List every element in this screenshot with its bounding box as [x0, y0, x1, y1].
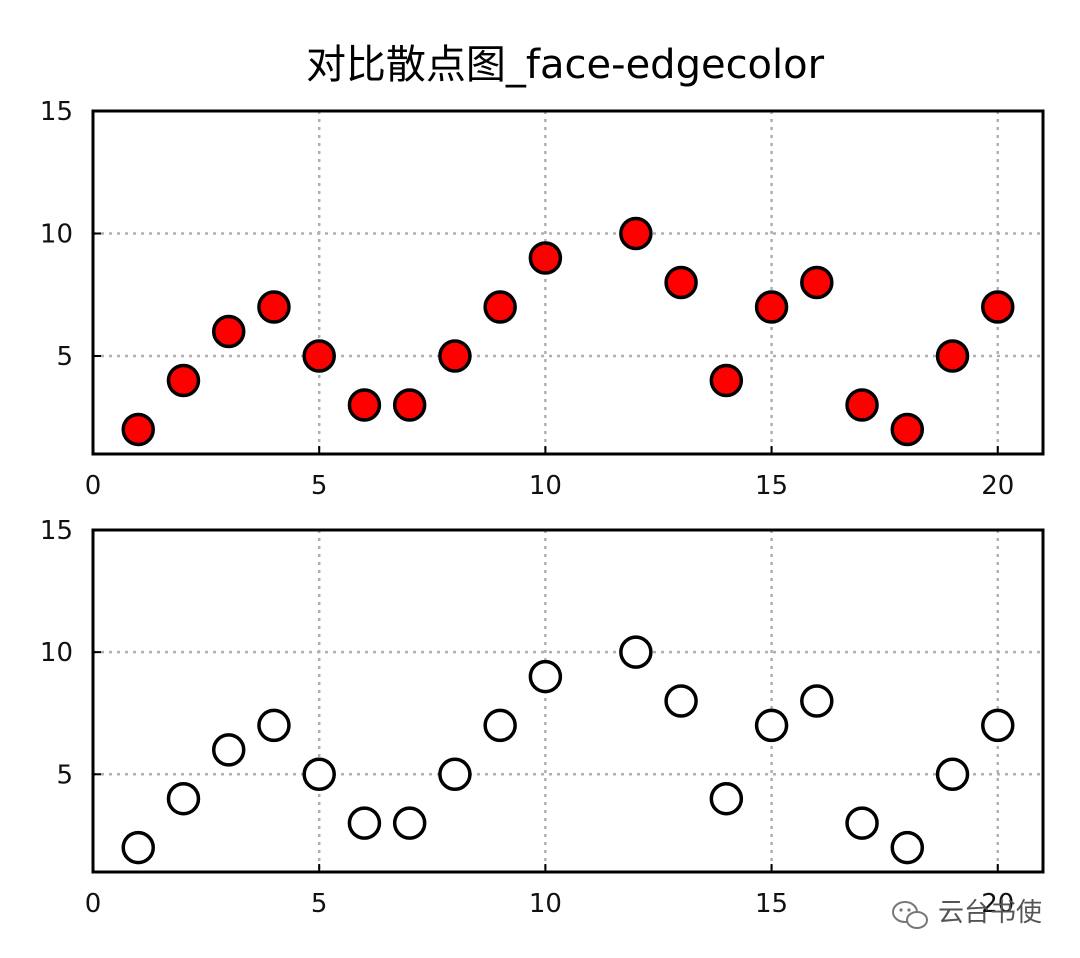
scatter-point: [166, 363, 201, 398]
scatter-point: [347, 806, 382, 840]
scatter-point: [438, 757, 472, 792]
scatter-point: [121, 830, 155, 865]
scatter-point: [483, 708, 517, 743]
chart-title: 对比散点图_face-edgecolor: [306, 42, 825, 88]
x-tick-label: 10: [529, 471, 562, 501]
x-tick-label: 20: [981, 889, 1014, 919]
scatter-point: [935, 339, 970, 373]
scatter-point: [709, 781, 744, 816]
wechat-icon: [892, 901, 928, 929]
x-tick-label: 5: [311, 889, 328, 919]
scatter-point: [845, 388, 879, 422]
x-tick-label: 0: [85, 471, 102, 501]
scatter-point: [619, 216, 653, 251]
scatter-point: [392, 806, 427, 840]
y-tick-label: 10: [40, 220, 73, 250]
scatter-point: [302, 757, 336, 792]
scatter-point: [664, 684, 698, 718]
scatter-point: [211, 733, 246, 767]
scatter-point: [754, 708, 789, 743]
scatter-point: [166, 781, 201, 816]
x-tick-label: 15: [755, 889, 788, 919]
scatter-point: [800, 684, 834, 718]
scatter-point: [754, 290, 789, 324]
y-tick-label: 15: [40, 516, 73, 546]
x-tick-label: 20: [981, 471, 1014, 501]
scatter-point: [528, 241, 563, 275]
y-tick-label: 5: [56, 342, 73, 372]
x-tick-label: 10: [529, 889, 562, 919]
axes-frame: [91, 528, 1045, 874]
scatter-panel-top: 0 5 10 15 20 5 10 15: [40, 97, 1045, 501]
scatter-point: [211, 314, 246, 349]
scatter-point: [664, 265, 698, 300]
scatter-point: [890, 412, 925, 447]
scatter-point: [890, 830, 925, 865]
x-tick-label: 5: [311, 471, 328, 501]
scatter-point: [981, 708, 1015, 743]
x-tick-label: 15: [755, 471, 788, 501]
scatter-point: [709, 363, 744, 398]
scatter-point: [257, 290, 291, 324]
scatter-point: [528, 659, 563, 694]
axes-frame: [91, 109, 1045, 456]
scatter-panel-bottom: 0 5 10 15 20 5 10 15: [40, 516, 1045, 919]
y-tick-label: 15: [40, 97, 73, 127]
y-tick-label: 5: [56, 760, 73, 790]
scatter-point: [257, 708, 291, 743]
scatter-point: [121, 412, 155, 447]
y-tick-label: 10: [40, 638, 73, 668]
scatter-point: [935, 757, 970, 792]
scatter-point: [845, 806, 879, 840]
scatter-point: [619, 635, 653, 669]
scatter-point: [981, 290, 1015, 324]
scatter-point: [483, 290, 517, 324]
scatter-point: [392, 388, 427, 422]
watermark-text: 云台书使: [938, 898, 1042, 928]
x-tick-label: 0: [85, 889, 102, 919]
scatter-point: [302, 339, 336, 373]
scatter-point: [347, 388, 382, 422]
watermark: 云台书使: [892, 898, 1042, 929]
scatter-point: [438, 339, 472, 373]
scatter-point: [800, 265, 834, 300]
